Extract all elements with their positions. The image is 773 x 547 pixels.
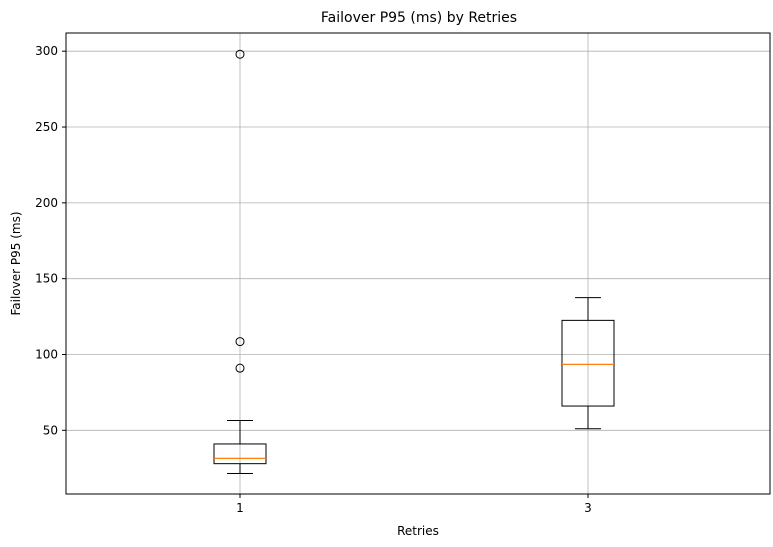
iqr-box (213, 443, 267, 465)
x-tick-label: 1 (236, 501, 244, 515)
iqr-box (561, 319, 615, 407)
x-tick-label: 3 (584, 501, 592, 515)
chart-title: Failover P95 (ms) by Retries (321, 10, 517, 26)
plot-layer (213, 49, 615, 475)
outlier-point (235, 49, 245, 59)
box-group-1 (213, 49, 267, 475)
x-axis-label: Retries (397, 524, 439, 538)
y-tick-label: 300 (35, 44, 58, 58)
y-axis-label: Failover P95 (ms) (9, 211, 23, 315)
outlier-point (235, 363, 245, 373)
y-tick-label: 200 (35, 196, 58, 210)
outlier-point (235, 337, 245, 347)
y-tick-label: 150 (35, 272, 58, 286)
grid-layer (66, 33, 770, 494)
y-tick-label: 100 (35, 347, 58, 361)
box-group-3 (561, 297, 615, 430)
axes-layer: 50 100 150 200 250 300 1 3 (35, 44, 592, 515)
y-tick-label: 50 (43, 423, 58, 437)
plot-frame (65, 32, 771, 495)
y-tick-label: 250 (35, 120, 58, 134)
